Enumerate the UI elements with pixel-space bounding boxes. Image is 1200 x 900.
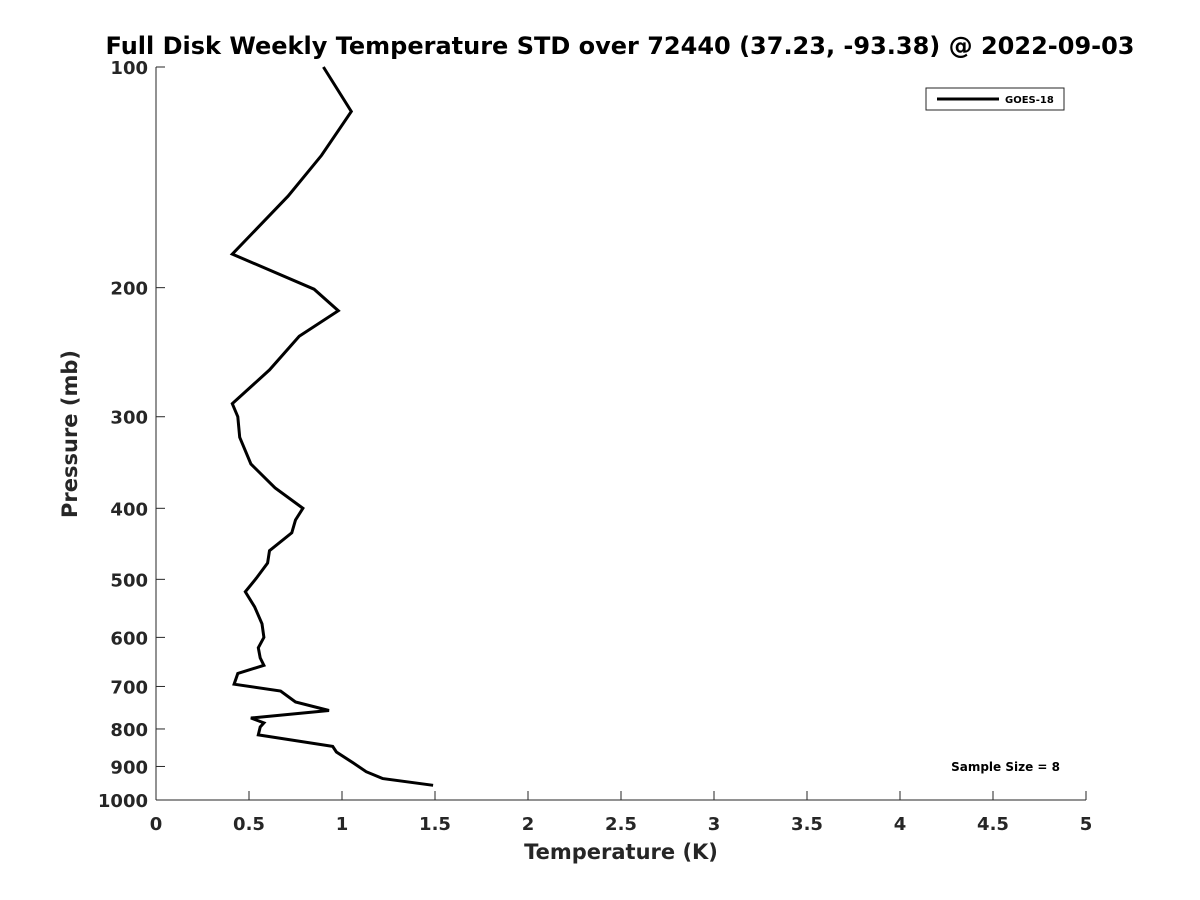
x-tick-label: 0 — [150, 814, 163, 835]
x-tick-label: 3 — [708, 814, 721, 835]
series-layer — [229, 66, 434, 787]
sample-size-annotation: Sample Size = 8 — [951, 760, 1060, 774]
y-tick-label: 600 — [110, 628, 148, 649]
chart-title: Full Disk Weekly Temperature STD over 72… — [106, 32, 1135, 60]
y-tick-label: 500 — [110, 570, 148, 591]
x-ticks: 0 0.5 1 1.5 2 2.5 3 3.5 4 4.5 5 — [150, 791, 1093, 835]
x-tick-label: 0.5 — [233, 814, 265, 835]
y-tick-label: 700 — [110, 677, 148, 698]
y-tick-label: 900 — [110, 757, 148, 778]
series-line-goes-18 — [229, 66, 434, 787]
x-tick-label: 1.5 — [419, 814, 451, 835]
x-axis-label: Temperature (K) — [524, 840, 718, 864]
y-ticks: 100 200 300 400 500 600 700 800 900 1000 — [98, 58, 165, 812]
y-tick-label: 100 — [110, 58, 148, 79]
legend: GOES-18 — [925, 87, 1065, 111]
y-tick-label: 200 — [110, 279, 148, 300]
x-tick-label: 1 — [336, 814, 349, 835]
y-tick-label: 300 — [110, 408, 148, 429]
x-tick-label: 3.5 — [791, 814, 823, 835]
legend-entry-goes-18: GOES-18 — [1005, 95, 1054, 106]
y-axis-label: Pressure (mb) — [58, 350, 82, 518]
y-tick-label: 1000 — [98, 791, 148, 812]
y-tick-label: 400 — [110, 499, 148, 520]
x-tick-label: 4.5 — [977, 814, 1009, 835]
x-tick-label: 5 — [1080, 814, 1093, 835]
x-tick-label: 2 — [522, 814, 535, 835]
plot-area — [155, 67, 1086, 801]
y-tick-label: 800 — [110, 720, 148, 741]
x-tick-label: 2.5 — [605, 814, 637, 835]
x-tick-label: 4 — [894, 814, 907, 835]
